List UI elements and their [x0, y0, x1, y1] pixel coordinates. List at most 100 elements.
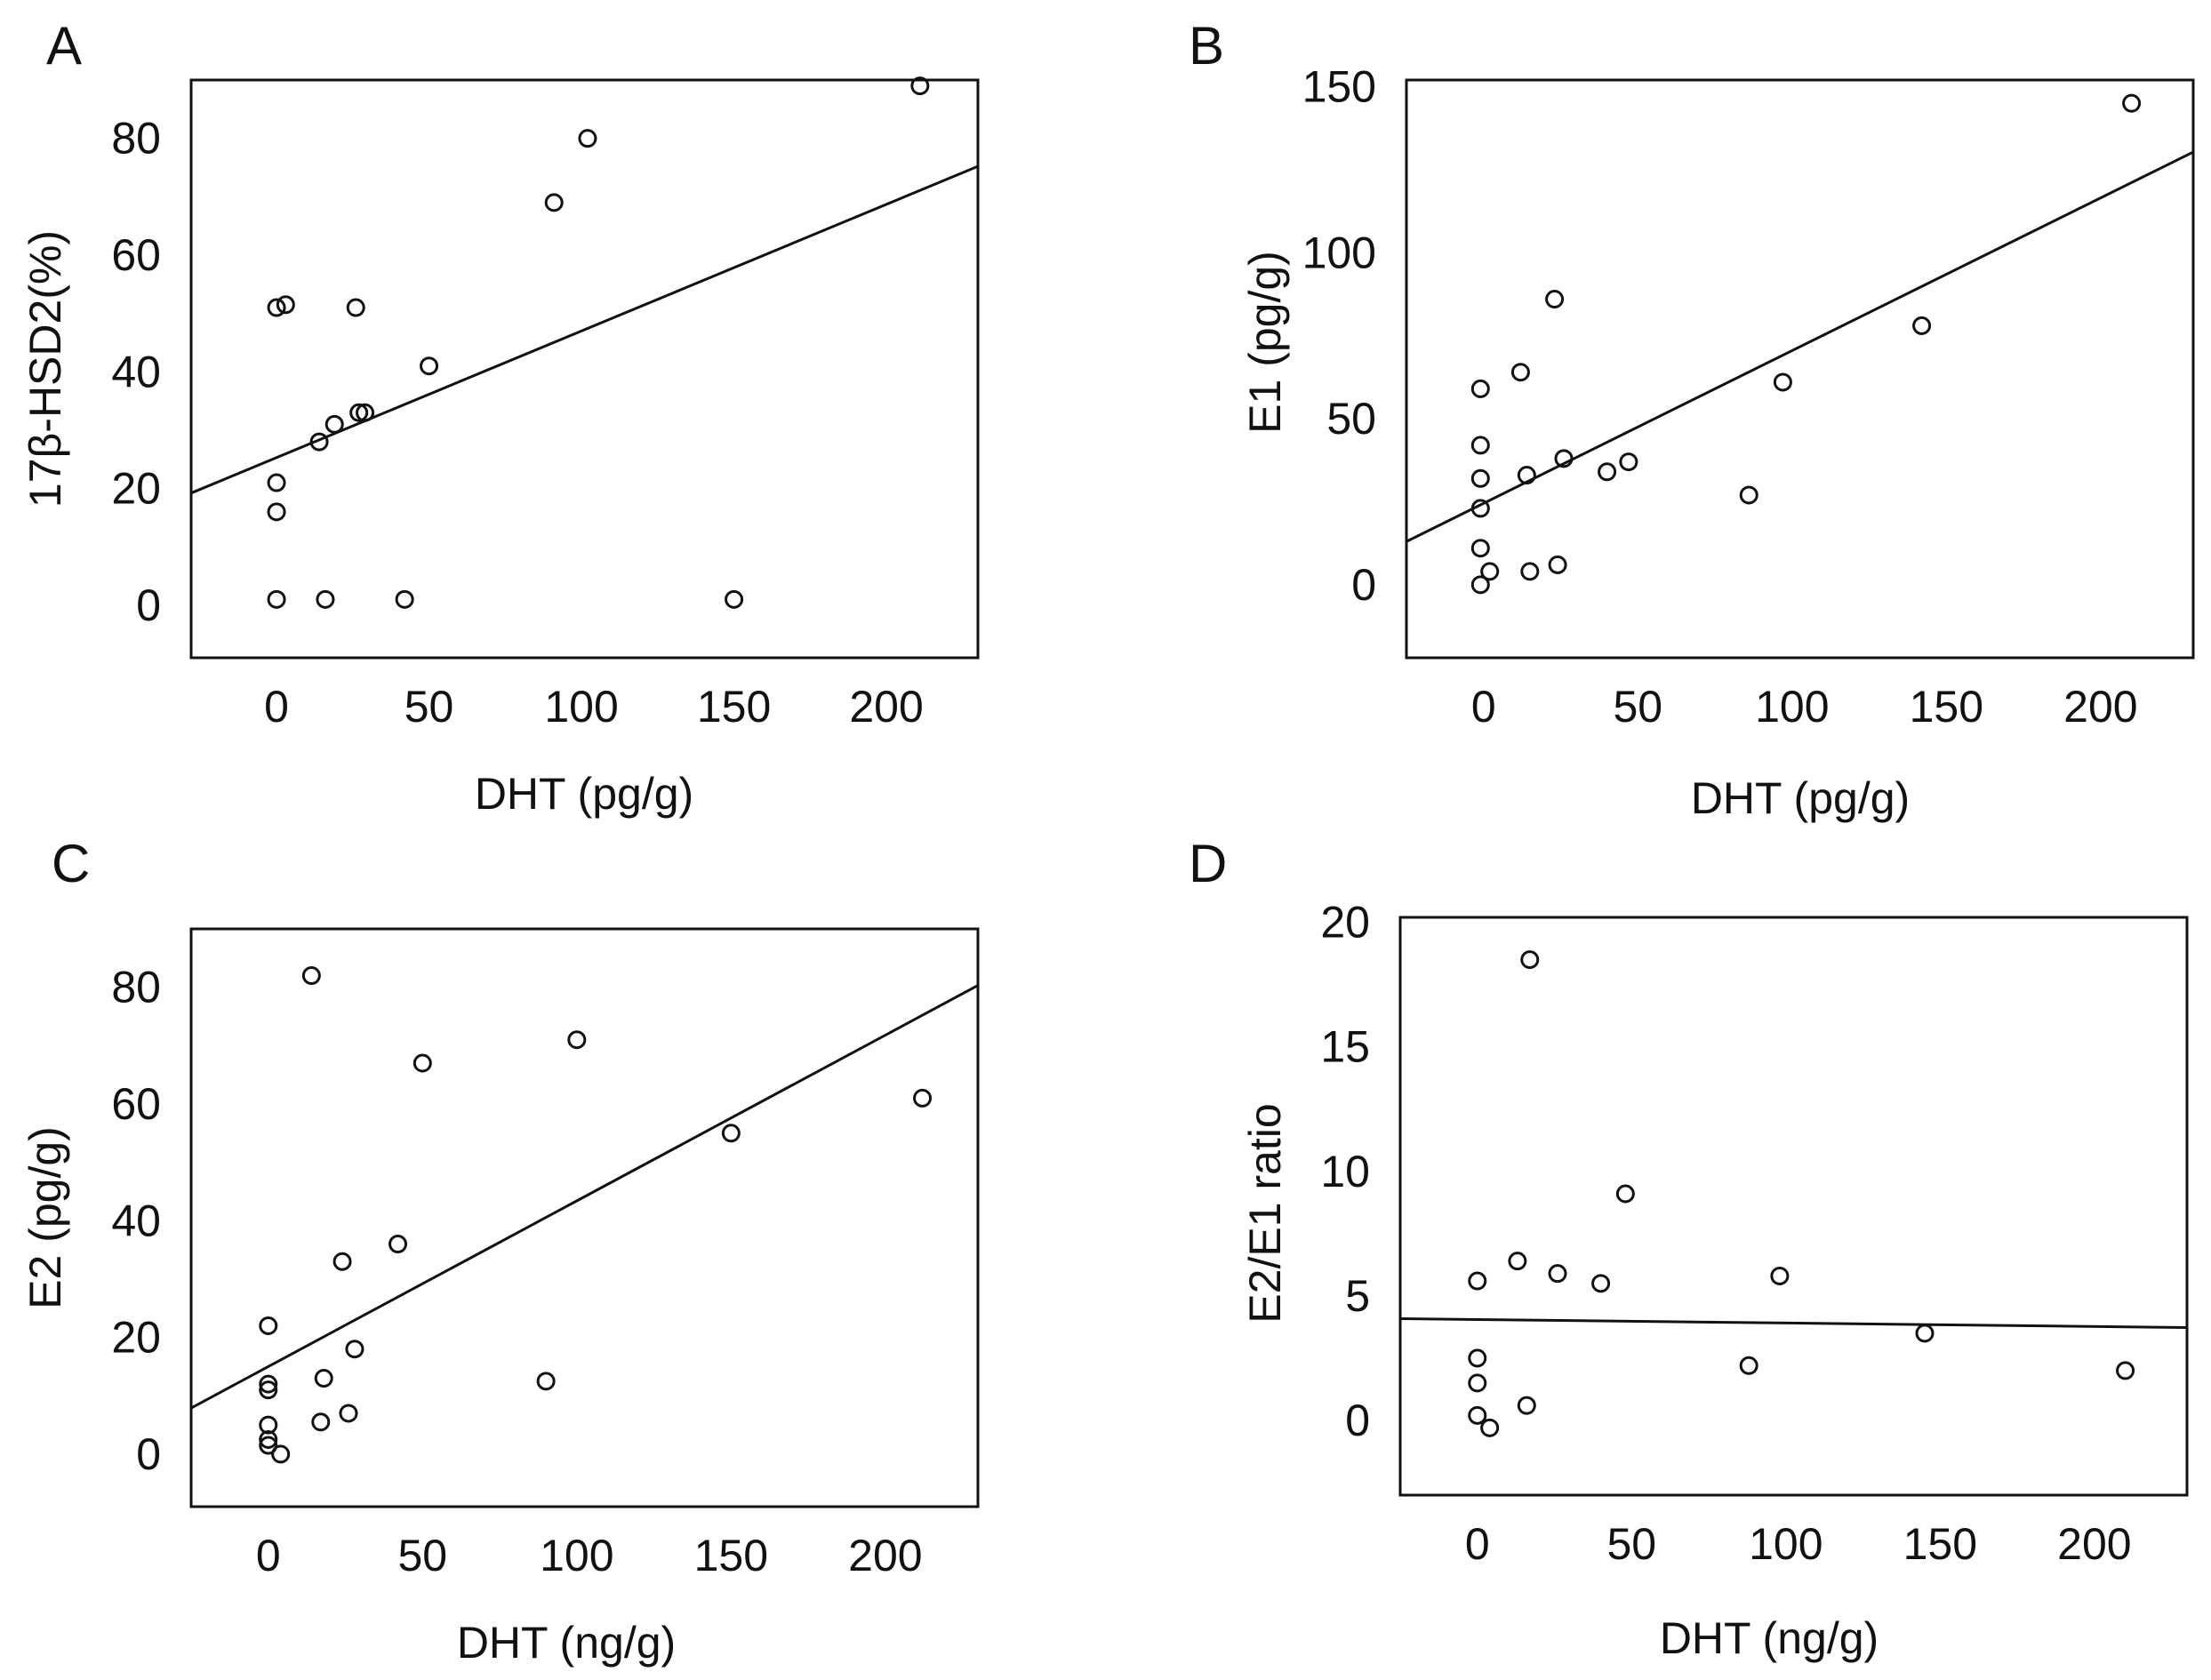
panel-c-x-tick-label: 200	[848, 1531, 922, 1580]
panel-letter-c: C	[52, 834, 90, 893]
panel-d-data-point	[1615, 1184, 1635, 1204]
panel-c-data-point	[259, 1415, 278, 1435]
panel-letter-d: D	[1189, 834, 1227, 893]
panel-a-y-axis-title: 17β-HSD2(%)	[20, 230, 70, 508]
panel-b-x-tick-label: 150	[1910, 682, 1983, 732]
panel-b-data-point	[1470, 436, 1490, 455]
panel-a-data-point	[578, 129, 597, 148]
panel-letter-b: B	[1189, 16, 1224, 76]
panel-d-data-point	[1770, 1266, 1790, 1285]
panel-b-data-point	[1739, 485, 1758, 505]
panel-b: B 0 50 100 150 0 50 100 150 200 DHT (pg/g) E1 (…	[1189, 16, 2195, 823]
panel-b-data-point	[1470, 539, 1490, 558]
panel-b-data-point	[1480, 562, 1500, 581]
panel-a: A 0 20 40 60 80 0 50 100 150 200 DHT (pg/g) 17β-…	[20, 16, 980, 819]
panel-b-data-point	[1773, 372, 1792, 392]
panel-c-y-tick-label: 0	[136, 1429, 161, 1479]
panel-b-y-axis-title: E1 (pg/g)	[1240, 251, 1290, 434]
panel-c-data-point	[339, 1404, 358, 1423]
panel-c-data-point	[332, 1252, 352, 1271]
panel-d-y-tick-label: 0	[1345, 1396, 1370, 1445]
panel-d-data-point	[1517, 1396, 1536, 1415]
panel-b-data-point	[1548, 555, 1567, 574]
panel-c-data-point	[259, 1316, 278, 1335]
panel-b-y-tick-label: 100	[1302, 228, 1376, 277]
panel-c-data-point	[271, 1444, 291, 1464]
panel-d-data-point	[1468, 1373, 1487, 1393]
panel-d-data-point	[1520, 950, 1540, 970]
panel-a-data-point	[276, 295, 295, 315]
panel-c-y-tick-label: 40	[111, 1196, 161, 1245]
panel-c-y-tick-label: 80	[111, 963, 161, 1012]
panel-d-data-point	[1468, 1405, 1487, 1425]
panel-c-data-point	[259, 1374, 278, 1394]
panel-b-data-point	[1554, 449, 1574, 468]
panel-b-x-tick-label: 50	[1613, 682, 1662, 732]
panel-c-data-point	[913, 1088, 933, 1108]
panel-a-plot-frame	[189, 78, 980, 660]
panel-a-x-ticks: 0 50 100 150 200	[264, 682, 924, 732]
panel-a-data-point	[309, 432, 329, 452]
panel-b-data-point	[2122, 93, 2142, 113]
panel-c-y-ticks: 0 20 40 60 80	[111, 963, 161, 1479]
panel-b-x-tick-label: 0	[1471, 682, 1496, 732]
panel-a-regression-line	[190, 164, 979, 495]
panel-d-y-tick-label: 20	[1320, 898, 1370, 948]
panel-a-points	[267, 76, 930, 609]
panel-d-x-axis-title: DHT (ng/g)	[1660, 1613, 1879, 1663]
panel-b-points	[1470, 93, 2142, 595]
panel-c-x-tick-label: 100	[540, 1531, 613, 1580]
panel-b-data-point	[1517, 466, 1536, 485]
panel-d-data-point	[1591, 1274, 1611, 1293]
panel-c-y-tick-label: 20	[111, 1313, 161, 1363]
panel-b-data-point	[1470, 575, 1490, 595]
panel-d-x-tick-label: 200	[2057, 1519, 2131, 1569]
panel-d-y-tick-label: 10	[1320, 1147, 1370, 1196]
panel-a-data-point	[267, 502, 286, 522]
panel-c-x-tick-label: 50	[397, 1531, 447, 1580]
panel-a-data-point	[324, 414, 344, 434]
panel-a-x-tick-label: 50	[405, 682, 454, 732]
panel-a-y-tick-label: 60	[111, 230, 161, 280]
panel-d-plot-frame	[1398, 916, 2189, 1497]
panel-c-data-point	[259, 1436, 278, 1455]
panel-a-y-tick-label: 80	[111, 114, 161, 164]
panel-b-x-tick-label: 100	[1755, 682, 1829, 732]
panel-b-data-point	[1619, 452, 1638, 472]
panel-d-x-tick-label: 150	[1903, 1519, 1977, 1569]
panel-c-data-point	[567, 1030, 587, 1050]
panel-a-data-point	[346, 298, 365, 317]
panel-a-data-point	[395, 589, 414, 609]
panel-a-data-point	[356, 403, 375, 422]
panel-d-data-point	[1508, 1252, 1527, 1271]
panel-c-regression-line	[190, 984, 979, 1410]
panel-b-y-tick-label: 50	[1326, 394, 1376, 444]
panel-b-y-tick-label: 0	[1351, 560, 1376, 610]
panel-c-x-axis-title: DHT (ng/g)	[457, 1618, 676, 1668]
panel-a-data-point	[316, 589, 335, 609]
panel-b-data-point	[1598, 462, 1617, 482]
panel-a-y-ticks: 0 20 40 60 80	[111, 114, 161, 630]
panel-b-plot-frame	[1405, 78, 2195, 660]
panel-d-y-tick-label: 5	[1345, 1271, 1370, 1321]
panel-c-y-tick-label: 60	[111, 1079, 161, 1129]
panel-c-data-point	[259, 1429, 278, 1449]
panel-d-data-point	[1548, 1264, 1567, 1284]
panel-d-data-point	[1915, 1324, 1935, 1343]
panel-c-data-point	[314, 1369, 333, 1388]
panel-d-points	[1468, 950, 2135, 1437]
panel-d-regression-line	[1399, 1316, 2188, 1329]
panel-d-data-point	[2116, 1361, 2135, 1380]
panel-a-y-tick-label: 20	[111, 464, 161, 514]
panel-a-data-point	[349, 403, 369, 422]
panel-d-data-point	[1468, 1348, 1487, 1368]
panel-a-x-tick-label: 200	[849, 682, 923, 732]
panel-b-regression-line	[1406, 150, 2194, 543]
panel-d-y-axis-title: E2/E1 ratio	[1240, 1103, 1290, 1323]
panel-c-plot-frame	[189, 927, 980, 1508]
panel-c-x-tick-label: 0	[256, 1531, 281, 1580]
panel-c-x-ticks: 0 50 100 150 200	[256, 1531, 923, 1580]
panel-a-x-tick-label: 100	[544, 682, 618, 732]
panel-a-x-axis-title: DHT (pg/g)	[475, 769, 693, 819]
panel-b-data-point	[1545, 290, 1565, 309]
